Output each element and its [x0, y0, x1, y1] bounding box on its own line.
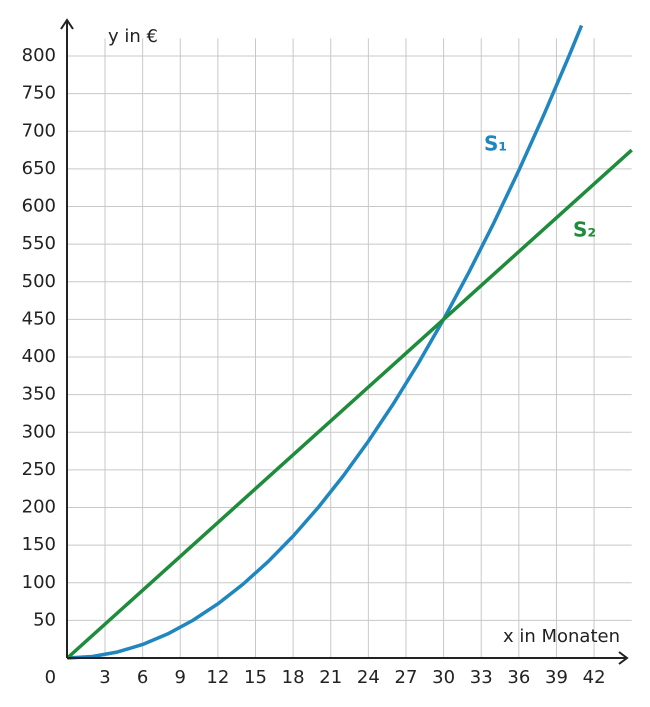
series-label: S₂ [573, 218, 596, 242]
y-tick-label: 300 [22, 421, 56, 442]
y-tick-label: 150 [22, 534, 56, 555]
y-tick-label: 650 [22, 158, 56, 179]
y-tick-label: 550 [22, 233, 56, 254]
y-tick-label: 500 [22, 271, 56, 292]
x-tick-label: 39 [545, 667, 568, 688]
x-tick-label: 0 [45, 667, 56, 688]
x-tick-label: 15 [244, 667, 267, 688]
x-tick-label: 9 [175, 667, 186, 688]
y-tick-label: 750 [22, 83, 56, 104]
x-tick-label: 33 [470, 667, 493, 688]
x-tick-label: 30 [432, 667, 455, 688]
y-tick-label: 600 [22, 196, 56, 217]
y-axis-label: y in € [108, 26, 158, 47]
x-tick-label: 27 [395, 667, 418, 688]
series-line [67, 24, 584, 660]
x-axis-arrow [618, 651, 629, 665]
series-label: S₁ [484, 132, 507, 156]
y-tick-label: 100 [22, 572, 56, 593]
x-tick-label: 42 [583, 667, 606, 688]
x-axis-label: x in Monaten [503, 626, 620, 647]
y-tick-label: 400 [22, 346, 56, 367]
series-line [66, 148, 633, 660]
grid [67, 38, 632, 658]
x-tick-label: 12 [206, 667, 229, 688]
y-axis-arrow [60, 18, 74, 30]
x-tick-label: 18 [282, 667, 305, 688]
x-tick-label: 21 [319, 667, 342, 688]
plot-area [66, 24, 633, 660]
y-tick-label: 350 [22, 384, 56, 405]
y-tick-label: 450 [22, 308, 56, 329]
x-tick-label: 6 [137, 667, 148, 688]
y-tick-label: 700 [22, 120, 56, 141]
y-tick-label: 200 [22, 497, 56, 518]
y-tick-label: 50 [33, 609, 56, 630]
y-tick-label: 800 [22, 45, 56, 66]
y-tick-label: 250 [22, 459, 56, 480]
x-tick-label: 36 [507, 667, 530, 688]
x-tick-label: 24 [357, 667, 380, 688]
x-tick-label: 3 [99, 667, 110, 688]
